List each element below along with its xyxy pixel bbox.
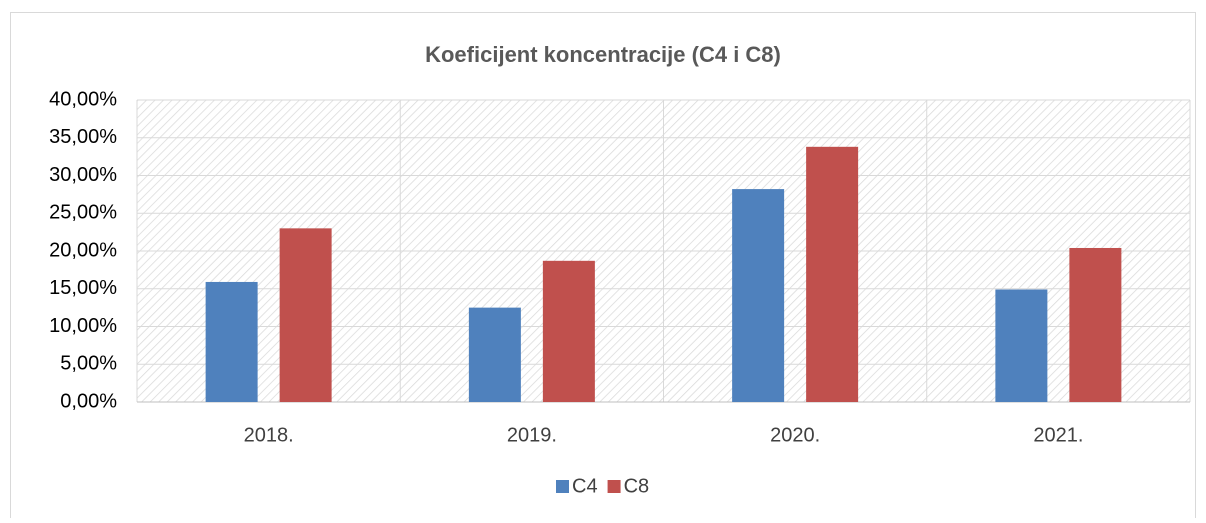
y-tick-label: 40,00% <box>49 88 117 110</box>
y-tick-label: 25,00% <box>49 202 117 224</box>
y-tick-label: 10,00% <box>49 315 117 337</box>
bar <box>1069 247 1122 402</box>
legend-label: C4 <box>572 475 598 497</box>
x-tick-label: 2021. <box>1033 424 1083 446</box>
bar <box>806 146 859 402</box>
y-tick-label: 30,00% <box>49 164 117 186</box>
chart-title: Koeficijent koncentracije (C4 i C8) <box>425 42 781 67</box>
bar <box>279 228 332 402</box>
legend-label: C8 <box>624 475 650 497</box>
y-tick-label: 0,00% <box>60 390 117 412</box>
x-tick-label: 2018. <box>244 424 294 446</box>
bar <box>542 260 595 402</box>
x-tick-label: 2020. <box>770 424 820 446</box>
legend-swatch <box>607 480 621 493</box>
bar <box>732 189 785 402</box>
legend-swatch <box>556 480 569 493</box>
bar <box>995 289 1048 402</box>
y-tick-label: 15,00% <box>49 277 117 299</box>
y-tick-label: 20,00% <box>49 239 117 261</box>
bar <box>468 307 521 402</box>
y-tick-label: 5,00% <box>60 353 117 375</box>
y-tick-label: 35,00% <box>49 126 117 148</box>
x-tick-label: 2019. <box>507 424 557 446</box>
bar <box>205 281 258 402</box>
